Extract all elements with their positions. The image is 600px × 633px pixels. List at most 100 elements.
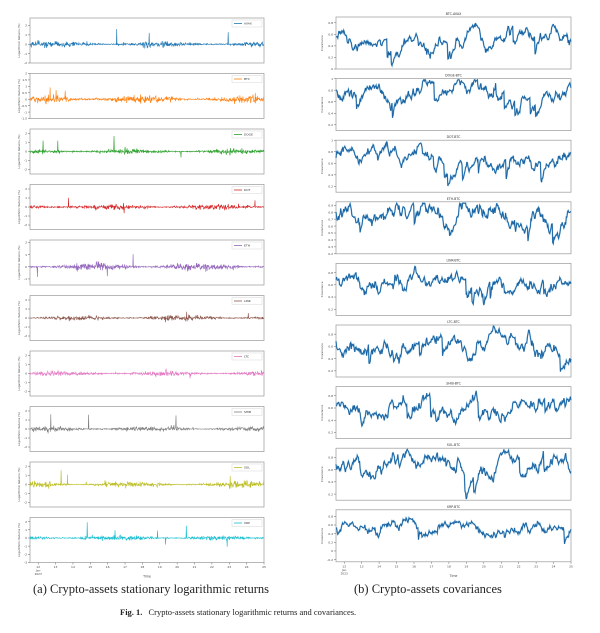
y-tick-label: 2 [25,24,27,28]
legend-label: BTC [244,77,250,81]
legend-box [231,186,263,194]
y-axis-label: Logarithmic Returns (%) [17,246,21,280]
x-tick-label: 17 [123,565,127,569]
legend-box [231,130,263,139]
x-tick-label: 20 [175,565,179,569]
y-tick-label: 0.2 [328,492,333,496]
y-axis-label: Covariance [320,35,324,51]
figure-caption: Fig. 1. Crypto-assets stationary logarith… [120,607,356,617]
y-axis-label: Logarithmic Returns (%) [17,301,21,335]
y-tick-label: 2 [25,72,27,76]
legend: XRP [231,519,263,527]
subplot-doge-btc: 0.2 0.4 0.6 0.8 1 Covariance DOGE-BTC [320,74,572,131]
y-tick-label: -1 [24,52,27,56]
legend-label: LINK [244,299,252,303]
x-tick-sublabel: 2023 [341,571,348,575]
subplot-link-btc: 0.2 0.4 0.6 0.8 Covariance LINK-BTC [320,258,572,316]
legend-label: LTC [244,355,249,359]
y-tick-label: 0.8 [328,456,333,460]
y-tick-label: -2 [24,61,27,65]
subplot-sol-btc: 0.2 0.4 0.6 0.8 Covariance SOL-BTC [320,443,572,501]
series-line-shib [29,414,265,434]
series-line-doge [29,135,265,158]
y-tick-label: 1 [25,85,27,89]
subplot-doge: -2 -1 0 1 2 Logarithmic Returns (%) DOGE [17,128,265,175]
subplot-eth: -1 0 1 2 Logarithmic Returns (%) ETH [17,239,265,286]
y-tick-label: 0 [25,427,27,431]
figure-label: Fig. 1. [120,607,143,617]
y-tick-label: -1 [24,381,27,385]
legend-box [231,75,263,83]
axes-frame [29,73,265,119]
x-tick-label: 24 [552,564,556,568]
y-tick-label: 0 [331,549,333,553]
subplot-link: -2 -1 0 1 2 Logarithmic Returns (%) LINK [17,295,265,341]
y-tick-label: -2 [24,334,27,338]
y-tick-label: 2 [25,187,27,191]
legend: SHIB [231,408,263,416]
y-tick-label: 0.8 [328,88,333,92]
y-tick-label: -2 [24,223,27,227]
legend-box [231,519,263,527]
y-tick-label: 0.6 [328,33,333,37]
series-line-btc [29,87,265,105]
y-axis-label: Covariance [320,404,324,420]
y-tick-label: 0.8 [328,271,333,275]
y-tick-label: 0 [25,150,27,154]
x-tick-label: 25 [569,564,573,568]
y-tick-label: -2 [24,445,27,449]
y-tick-label: 0.6 [328,224,333,228]
subplot-title: LTC-BTC [447,320,460,324]
legend-label: SHIB [244,410,251,414]
series-line-doge-btc [335,78,572,118]
y-tick-label: 0 [25,483,27,487]
series-line-btc-avax [335,22,572,67]
y-tick-label: 0.2 [328,369,333,373]
x-tick-label: 23 [534,564,538,568]
y-tick-label: -2 [24,501,27,505]
y-tick-label: 0 [25,97,27,101]
legend: LINK [231,297,263,305]
axes-frame [335,263,572,316]
y-tick-label: 0.4 [328,480,333,484]
y-tick-label: 0.5 [328,231,333,235]
x-tick-label: 18 [447,564,451,568]
x-tick-label: 20 [482,564,486,568]
y-tick-label: 2 [25,241,27,245]
y-tick-label: 0.6 [328,283,333,287]
axes-frame [29,239,265,286]
x-tick-label: 21 [193,565,197,569]
y-tick-label: 0.2 [328,123,333,127]
subplot-title: DOT-BTC [447,135,462,139]
legend: DOT [231,186,263,194]
legend: ETH [231,241,263,250]
x-tick-label: 14 [71,565,75,569]
caption-b: (b) Crypto-assets covariances [354,582,502,596]
y-axis-label: Logarithmic Returns (%) [17,523,21,557]
legend-box [231,352,263,361]
series-line-link [29,311,265,323]
legend-box [231,408,263,416]
subplot-sol: -2 -1 0 1 2 Logarithmic Returns (%) SOL [17,461,265,508]
legend: BTC [231,75,263,83]
x-tick-label: 22 [210,565,214,569]
y-tick-label: 0 [25,316,27,320]
axes-frame [335,324,572,378]
y-tick-label: 1 [25,141,27,145]
series-line-ltc [29,368,265,379]
subplot-shib: -2 -1 0 1 2 Logarithmic Returns (%) SHIB [17,406,265,452]
x-axis-label: Time [142,575,151,579]
y-tick-label: 1 [25,307,27,311]
x-tick-label: 17 [430,564,434,568]
subplot-title: ETH-BTC [447,197,461,201]
subplot-eth-btc: 0.2 0.3 0.4 0.5 0.6 0.7 0.8 0.9 Covariance ETH-BT… [320,197,572,256]
y-tick-label: -1 [24,214,27,218]
legend-label: SOL [244,466,250,470]
subplot-ltc-btc: 0.2 0.4 0.6 0.8 Covariance LTC-BTC [320,320,572,378]
y-tick-label: 0.5 [22,91,27,95]
x-tick-sublabel: Jan [341,568,347,572]
legend-box [231,297,263,305]
axes-frame [335,16,572,70]
y-tick-label: -1 [24,277,27,281]
